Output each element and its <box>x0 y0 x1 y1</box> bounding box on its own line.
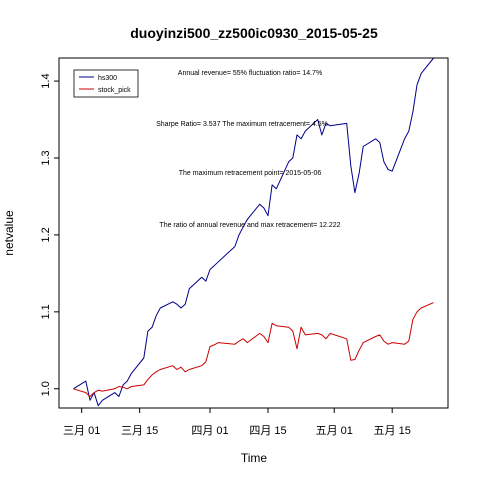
y-tick-label: 1.0 <box>40 381 52 396</box>
y-tick-label: 1.2 <box>40 227 52 242</box>
x-tick-label: 四月 01 <box>191 425 228 437</box>
legend-label-hs300: hs300 <box>98 75 117 82</box>
x-tick-label: 三月 01 <box>63 425 100 437</box>
x-tick-label: 三月 15 <box>121 425 158 437</box>
annotation-revenue-retracement-ratio: The ratio of annual revenue and max retr… <box>159 222 340 229</box>
x-tick-label: 五月 01 <box>316 425 353 437</box>
series-layer <box>73 57 434 407</box>
x-axis-title: Time <box>241 451 268 465</box>
y-axis-title: netvalue <box>2 210 16 256</box>
annotation-sharpe-ratio: Sharpe Ratio= 3.537 The maximum retracem… <box>156 121 328 128</box>
annotation-annual-revenue: Annual revenue= 55% fluctuation ratio= 1… <box>178 70 322 77</box>
y-tick-label: 1.1 <box>40 304 52 319</box>
series-line-hs300 <box>73 57 434 407</box>
y-axis: 1.0 1.1 1.2 1.3 1.4 <box>40 73 59 396</box>
x-tick-label: 五月 15 <box>374 425 411 437</box>
chart-title: duoyinzi500_zz500ic0930_2015-05-25 <box>130 25 378 41</box>
legend-label-stock-pick: stock_pick <box>98 87 131 94</box>
annotations: Annual revenue= 55% fluctuation ratio= 1… <box>156 70 341 229</box>
legend-box <box>73 69 139 98</box>
annotation-max-retracement-point: The maximum retracement point= 2015-05-0… <box>179 170 322 177</box>
legend: hs300 stock_pick <box>73 69 139 98</box>
y-tick-label: 1.4 <box>40 73 52 88</box>
x-tick-label: 四月 15 <box>249 425 286 437</box>
x-axis: 三月 01 三月 15 四月 01 四月 15 五月 01 五月 15 <box>63 408 411 437</box>
y-tick-label: 1.3 <box>40 150 52 165</box>
plot-frame <box>58 57 449 409</box>
series-line-stock-pick <box>73 302 434 397</box>
